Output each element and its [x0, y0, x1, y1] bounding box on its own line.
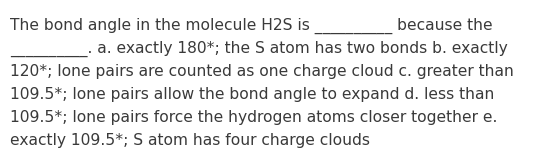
- Text: 120*; lone pairs are counted as one charge cloud c. greater than: 120*; lone pairs are counted as one char…: [10, 64, 514, 79]
- Text: 109.5*; lone pairs force the hydrogen atoms closer together e.: 109.5*; lone pairs force the hydrogen at…: [10, 110, 497, 125]
- Text: 109.5*; lone pairs allow the bond angle to expand d. less than: 109.5*; lone pairs allow the bond angle …: [10, 87, 494, 102]
- Text: __________. a. exactly 180*; the S atom has two bonds b. exactly: __________. a. exactly 180*; the S atom …: [10, 41, 508, 57]
- Text: exactly 109.5*; S atom has four charge clouds: exactly 109.5*; S atom has four charge c…: [10, 133, 370, 148]
- Text: The bond angle in the molecule H2S is __________ because the: The bond angle in the molecule H2S is __…: [10, 18, 493, 34]
